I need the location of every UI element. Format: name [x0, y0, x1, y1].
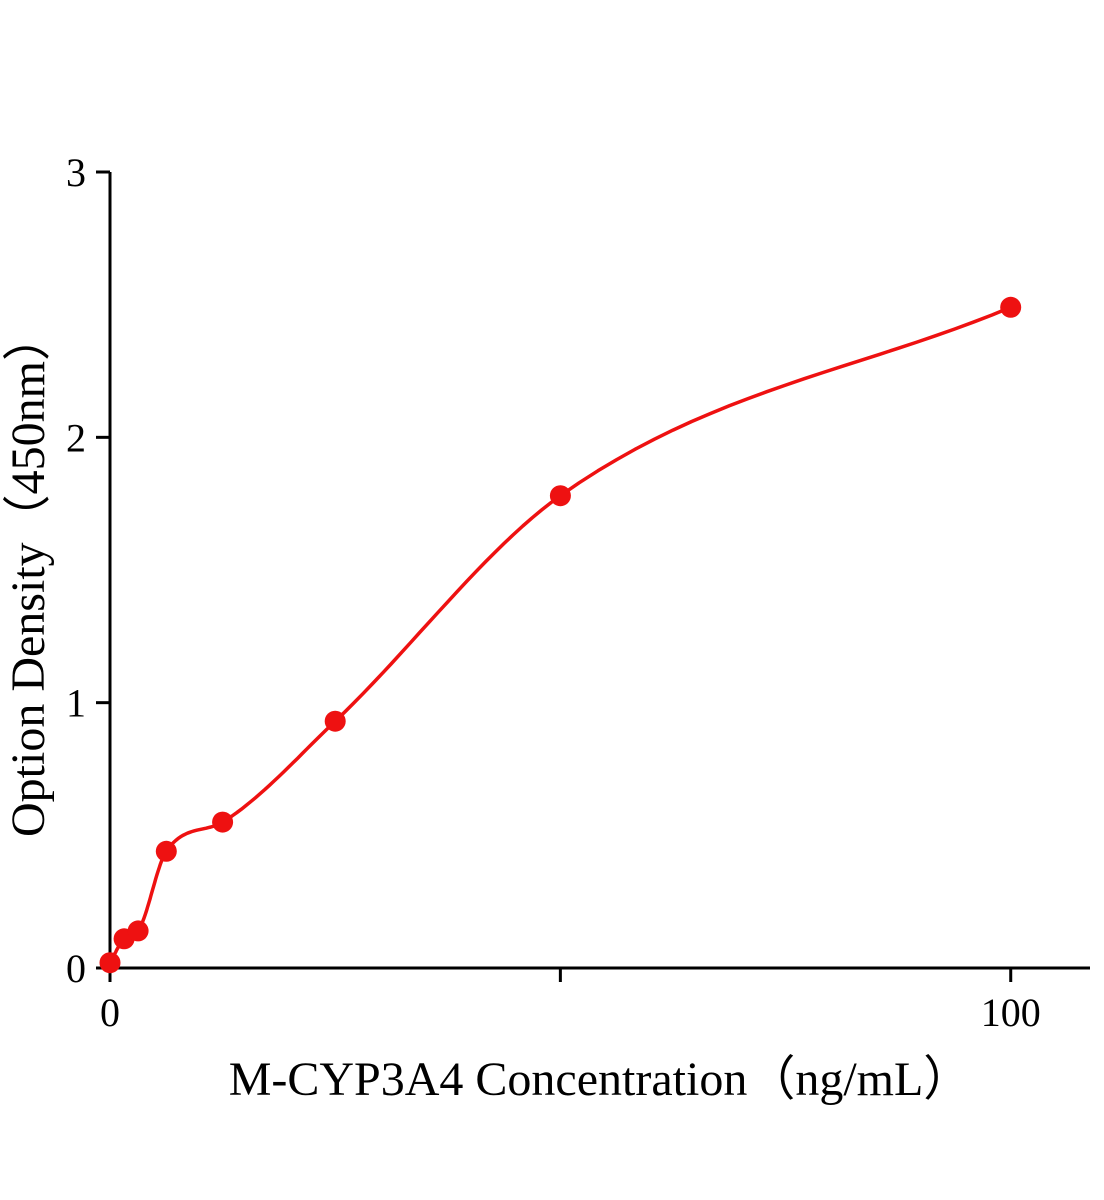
data-point	[155, 840, 177, 862]
data-point	[549, 485, 571, 507]
data-point	[212, 811, 234, 833]
data-point	[127, 920, 149, 942]
x-tick-label: 100	[981, 990, 1041, 1035]
y-tick-label: 0	[66, 946, 86, 991]
y-tick-label: 1	[66, 681, 86, 726]
x-axis-title: M-CYP3A4 Concentration（ng/mL）	[229, 1053, 972, 1106]
y-axis-title: Option Density（450nm）	[2, 313, 55, 837]
fit-curve	[108, 305, 1013, 965]
data-point	[99, 952, 121, 974]
data-point	[324, 710, 346, 732]
data-point	[1000, 296, 1022, 318]
plot-layer: 0 100 0 1 2 3	[66, 150, 1090, 1035]
y-tick-label: 2	[66, 415, 86, 460]
y-tick-label: 3	[66, 150, 86, 195]
x-tick-label: 0	[100, 990, 120, 1035]
